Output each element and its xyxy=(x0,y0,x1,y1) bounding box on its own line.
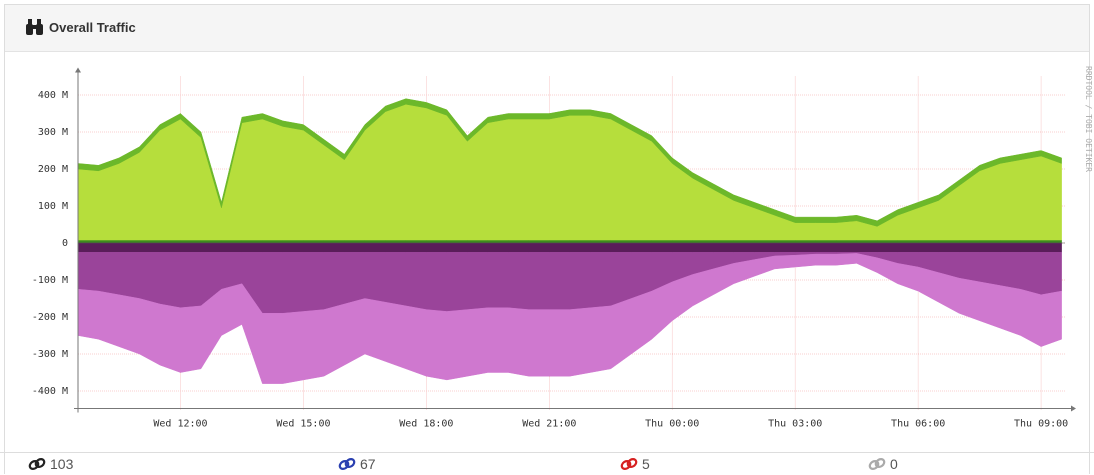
y-tick-label: 0 xyxy=(62,238,68,249)
link-count: 67 xyxy=(338,456,376,472)
y-tick-label: 400 M xyxy=(38,90,68,101)
x-tick-label: Thu 00:00 xyxy=(645,419,699,430)
traffic-area xyxy=(77,242,1062,253)
watermark: RRDTOOL / TOBI OETIKER xyxy=(1084,66,1093,172)
link-icon xyxy=(868,458,886,470)
x-tick-label: Thu 03:00 xyxy=(768,419,822,430)
link-icon xyxy=(28,458,46,470)
x-tick-label: Wed 21:00 xyxy=(522,419,576,430)
panel: Overall Traffic xyxy=(4,4,1090,474)
traffic-area xyxy=(77,239,1062,244)
y-tick-label: 300 M xyxy=(38,127,68,138)
footer: 103 67 5 0 xyxy=(0,452,1094,475)
traffic-area xyxy=(77,98,1062,227)
x-tick-label: Wed 18:00 xyxy=(399,419,453,430)
link-count-value: 5 xyxy=(642,456,650,472)
link-count-value: 67 xyxy=(360,456,376,472)
y-tick-label: -100 M xyxy=(32,275,68,286)
link-icon xyxy=(338,458,356,470)
panel-header: Overall Traffic xyxy=(5,5,1089,52)
link-count-value: 0 xyxy=(890,456,898,472)
y-tick-label: 100 M xyxy=(38,201,68,212)
x-tick-label: Wed 15:00 xyxy=(276,419,330,430)
x-tick-label: Thu 09:00 xyxy=(1014,419,1068,430)
link-icon xyxy=(620,458,638,470)
y-tick-label: -300 M xyxy=(32,349,68,360)
link-count: 5 xyxy=(620,456,650,472)
traffic-area xyxy=(77,253,1062,384)
y-axis-arrow xyxy=(75,67,81,73)
y-tick-label: -400 M xyxy=(32,386,68,397)
link-count-value: 103 xyxy=(50,456,74,472)
y-tick-label: -200 M xyxy=(32,312,68,323)
binoculars-icon xyxy=(26,19,43,35)
x-axis-arrow xyxy=(1071,405,1076,412)
x-tick-label: Wed 12:00 xyxy=(153,419,207,430)
chart: RRDTOOL / TOBI OETIKER 400 M 300 M 200 M 10… xyxy=(32,66,1093,430)
x-tick-label: Thu 06:00 xyxy=(891,419,945,430)
y-tick-label: 200 M xyxy=(38,164,68,175)
link-count: 0 xyxy=(868,456,898,472)
link-count: 103 xyxy=(28,456,73,472)
panel-title: Overall Traffic xyxy=(49,20,136,35)
